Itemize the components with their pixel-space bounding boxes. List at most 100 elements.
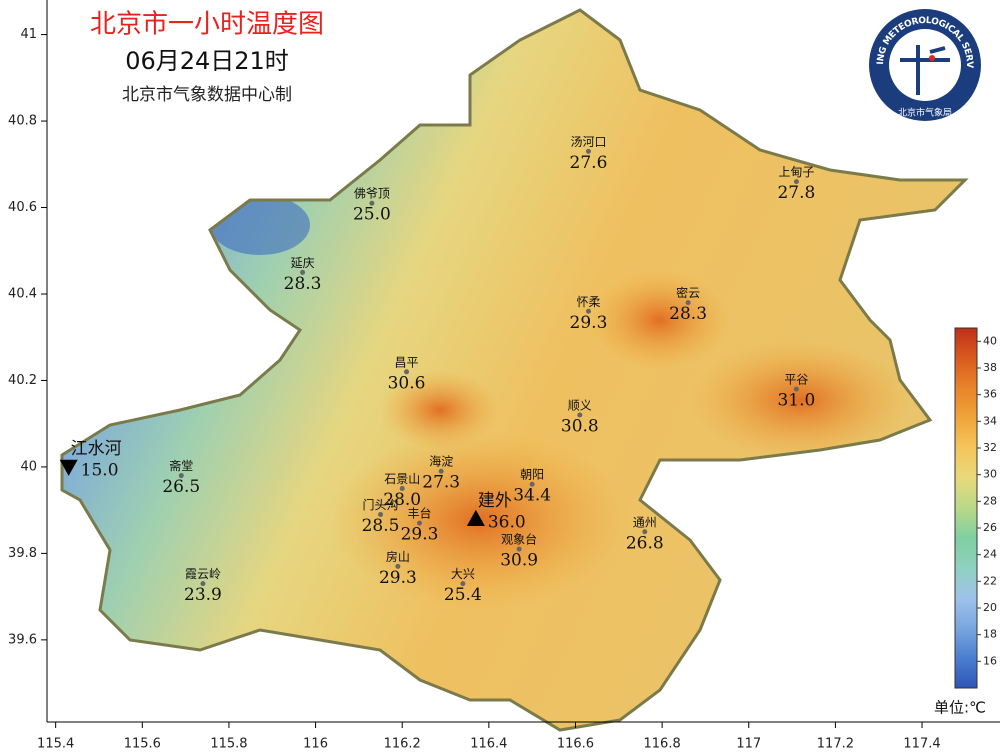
station-name: 佛爷顶 <box>354 187 390 201</box>
station-name: 怀柔 <box>576 295 600 309</box>
station: 上甸子 27.8 <box>777 165 815 203</box>
colorbar-tick-label: 34 <box>983 414 997 427</box>
title: 北京市一小时温度图 <box>90 10 324 40</box>
station-name: 石景山 <box>384 472 420 486</box>
y-tick-label: 39.8 <box>8 546 37 561</box>
station-value: 27.6 <box>570 153 608 173</box>
y-tick-label: 40.6 <box>8 200 37 215</box>
station: 平谷 31.0 <box>777 373 815 411</box>
station-name: 平谷 <box>784 373 808 387</box>
station: 海淀 27.3 <box>422 454 460 493</box>
station-value: 36.0 <box>488 512 526 532</box>
station-dot <box>438 468 444 474</box>
station-dot <box>200 581 206 587</box>
station-value: 28.0 <box>383 490 421 510</box>
station: 丰台 29.3 <box>401 506 439 545</box>
station-dot <box>585 308 591 314</box>
station-value: 31.0 <box>777 391 815 411</box>
station-name: 朝阳 <box>520 468 544 482</box>
station-dot <box>793 179 799 185</box>
colorbar-tick-label: 24 <box>983 548 997 561</box>
station-value: 15.0 <box>81 460 119 480</box>
station: 斋堂 26.5 <box>162 458 200 497</box>
station-name: 大兴 <box>451 567 475 581</box>
station-name: 昌平 <box>395 355 419 369</box>
station-name: 丰台 <box>408 506 432 521</box>
station: 石景山 28.0 <box>383 472 421 510</box>
y-tick-label: 40.4 <box>8 286 37 301</box>
station-name: 顺义 <box>568 399 592 413</box>
station-value: 29.3 <box>570 313 608 333</box>
x-tick-label: 116.4 <box>470 737 507 752</box>
colorbar-tick-label: 38 <box>983 361 997 374</box>
colorbar-tick-label: 36 <box>983 388 997 401</box>
station-name: 建外 <box>478 491 512 511</box>
colorbar-tick-label: 26 <box>983 521 997 534</box>
station-dot <box>178 473 184 479</box>
x-tick-label: 115.8 <box>210 737 247 752</box>
y-tick-label: 40.2 <box>8 373 37 388</box>
x-tick-label: 115.6 <box>124 737 161 752</box>
colorbar-tick-label: 20 <box>983 601 997 614</box>
station-name: 房山 <box>386 549 410 564</box>
x-tick-label: 117.2 <box>817 737 854 752</box>
x-tick-label: 117 <box>736 737 761 752</box>
station-name: 门头沟 <box>363 497 399 512</box>
station-value: 29.3 <box>401 525 439 545</box>
x-tick-label: 116.2 <box>384 737 421 752</box>
colorbar-tick-label: 32 <box>983 441 997 454</box>
station: 门头沟 28.5 <box>362 497 400 536</box>
station: 昌平 30.6 <box>388 355 426 393</box>
station-name: 通州 <box>633 515 657 529</box>
station-name: 观象台 <box>501 532 537 547</box>
x-tick-label: 115.4 <box>37 737 74 752</box>
station-dot <box>685 300 691 306</box>
x-tick-label: 117.4 <box>903 737 940 752</box>
station-name: 斋堂 <box>169 458 193 473</box>
station-value: 27.3 <box>422 473 460 493</box>
subtitle: 06月24日21时 <box>125 47 289 75</box>
station-name: 海淀 <box>429 454 453 469</box>
station-value: 28.3 <box>284 274 322 294</box>
station-dot <box>642 529 648 535</box>
station-dot <box>300 269 306 275</box>
station: 怀柔 29.3 <box>570 295 608 333</box>
station: 汤河口 27.6 <box>570 135 608 173</box>
colorbar-tick-label: 40 <box>983 334 997 347</box>
station: 通州 26.8 <box>626 515 664 553</box>
station-name: 上甸子 <box>778 165 814 179</box>
y-tick-label: 39.6 <box>8 632 37 647</box>
station-name: 密云 <box>676 285 700 300</box>
station: 房山 29.3 <box>379 549 417 588</box>
y-tick-label: 40.8 <box>8 114 37 129</box>
station-name: 延庆 <box>291 256 315 270</box>
station-name: 江水河 <box>71 439 122 459</box>
station-name: 汤河口 <box>570 135 606 149</box>
extreme-marker <box>59 459 78 476</box>
station-dot <box>378 511 384 517</box>
extreme-marker <box>466 509 485 527</box>
station-value: 30.8 <box>561 417 599 437</box>
station-dot <box>404 369 410 375</box>
colorbar-tick-label: 16 <box>983 654 997 667</box>
y-tick-label: 41 <box>20 27 37 42</box>
station-value: 25.0 <box>353 205 391 225</box>
station: 霞云岭 23.9 <box>184 567 222 605</box>
station-dot <box>585 148 591 154</box>
station-dot <box>369 200 375 206</box>
x-tick-label: 116.8 <box>644 737 681 752</box>
station-value: 26.8 <box>626 533 664 553</box>
header: 北京市一小时温度图 06月24日21时 北京市气象数据中心制 <box>90 10 324 106</box>
y-tick-label: 40 <box>20 459 37 474</box>
station-value: 28.3 <box>669 304 707 324</box>
station-dot <box>577 412 583 418</box>
credit: 北京市气象数据中心制 <box>122 85 292 105</box>
station-dot <box>793 386 799 392</box>
station-dot <box>516 546 522 552</box>
station: 密云 28.3 <box>669 285 707 324</box>
station-value: 28.5 <box>362 516 400 536</box>
colorbar-tick-label: 30 <box>983 468 997 481</box>
